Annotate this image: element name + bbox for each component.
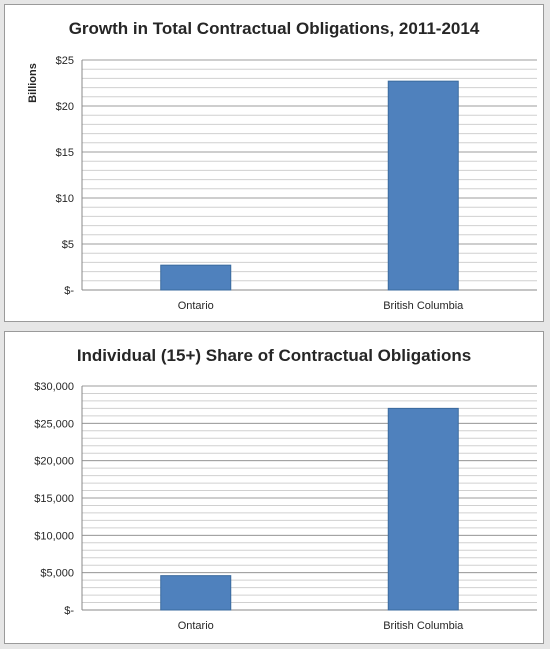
x-category-label: Ontario (178, 620, 214, 632)
y-tick-label: $25 (56, 55, 74, 67)
y-tick-label: $20,000 (34, 456, 74, 468)
bar-british-columbia (387, 407, 459, 611)
y-tick-label: $- (64, 285, 74, 297)
y-tick-label: $- (64, 605, 74, 617)
bar-chart-growth: $- $5 $10 $15 $20 $25 Ontario British Columbia B… (27, 55, 537, 312)
y-axis-title: Billions (27, 63, 39, 103)
y-tick-label: $5,000 (40, 568, 74, 580)
bar-british-columbia (387, 80, 459, 291)
bar-ontario (160, 575, 232, 611)
y-tick-label: $5 (62, 239, 74, 251)
y-tick-label: $10,000 (34, 530, 74, 542)
bar-ontario (160, 264, 232, 291)
y-tick-label: $15 (56, 147, 74, 159)
y-tick-label: $15,000 (34, 493, 74, 505)
x-category-label: Ontario (178, 300, 214, 312)
x-category-label: British Columbia (383, 620, 464, 632)
chart-title: Growth in Total Contractual Obligations,… (68, 19, 480, 38)
y-tick-label: $10 (56, 193, 74, 205)
chart-panel-individual-share: Individual (15+) Share of Contractual Ob… (4, 331, 544, 644)
chart-title: Individual (15+) Share of Contractual Ob… (76, 346, 472, 365)
chart-panel-growth: Growth in Total Contractual Obligations,… (4, 4, 544, 322)
y-tick-label: $25,000 (34, 418, 74, 430)
y-tick-label: $30,000 (34, 381, 74, 393)
bar-chart-individual-share: $- $5,000 $10,000 $15,000 $20,000 $25,000 $30,… (34, 381, 537, 632)
x-category-label: British Columbia (383, 300, 464, 312)
y-tick-label: $20 (56, 101, 74, 113)
